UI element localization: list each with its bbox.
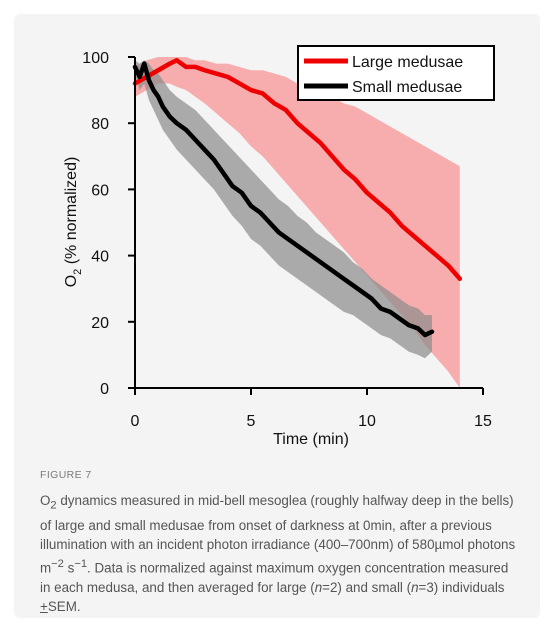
y-axis-label: O2 (% normalized) — [63, 157, 84, 288]
sem-band-0 — [135, 57, 460, 388]
x-tick-label: 15 — [474, 413, 492, 430]
oxygen-chart: 0 5 10 15 0 20 40 60 80 100 Large medusae Small me… — [63, 45, 495, 448]
y-tick-label: 60 — [91, 182, 109, 199]
y-tick-label: 0 — [100, 381, 109, 398]
legend: Large medusae Small medusae — [297, 45, 495, 101]
sem-band-1 — [135, 60, 432, 359]
y-tick-label: 40 — [91, 249, 109, 266]
sem-bands — [135, 57, 460, 388]
y-tick-label: 20 — [91, 315, 109, 332]
figure-caption: FIGURE 7 O2 dynamics measured in mid-bel… — [40, 466, 520, 617]
caption-text: O2 dynamics measured in mid-bell mesogle… — [40, 492, 516, 615]
x-tick-label: 5 — [247, 413, 256, 430]
series-line-1 — [132, 61, 435, 338]
y-tick-label: 100 — [82, 50, 109, 67]
legend-label-0: Large medusae — [352, 54, 463, 71]
x-tick-label: 10 — [358, 413, 376, 430]
axes: 0 5 10 15 0 20 40 60 80 100 — [82, 50, 492, 430]
y-axis-label-main: O — [63, 275, 80, 287]
y-axis-label-rest: (% normalized) — [63, 157, 80, 269]
legend-box — [297, 45, 495, 101]
y-tick-label: 80 — [91, 116, 109, 133]
series-line-0 — [132, 58, 463, 282]
y-axis-label-sub: 2 — [72, 269, 84, 275]
legend-label-1: Small medusae — [352, 79, 462, 96]
x-tick-label: 0 — [131, 413, 140, 430]
x-axis-label: Time (min) — [273, 431, 349, 448]
series-lines — [132, 58, 463, 338]
figure-label: FIGURE 7 — [40, 469, 92, 481]
